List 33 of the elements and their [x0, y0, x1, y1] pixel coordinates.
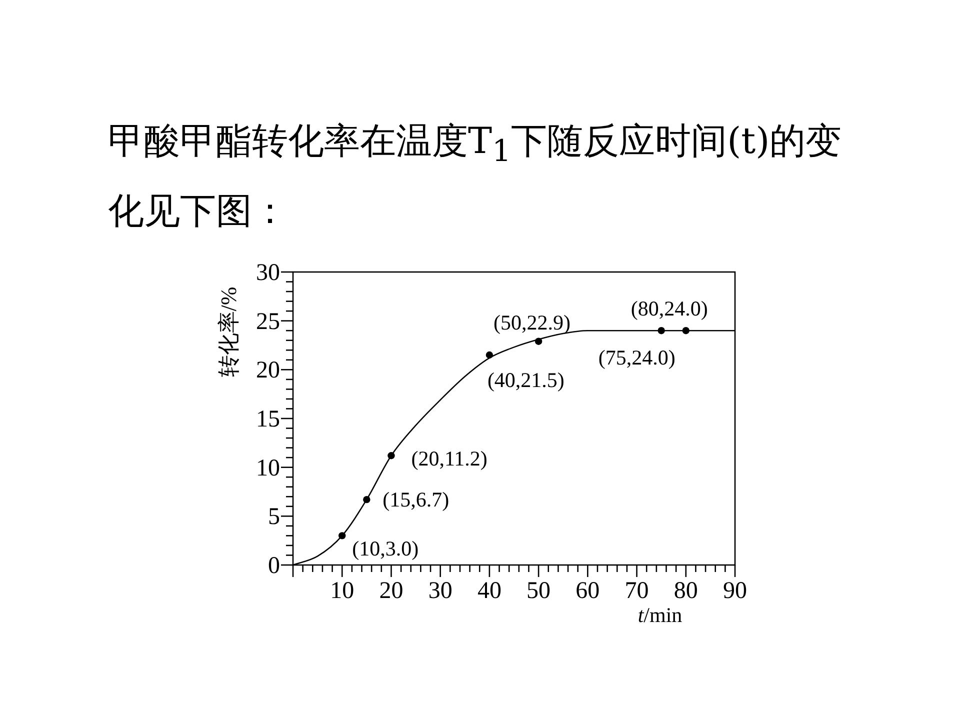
x-axis-title: t/min: [638, 603, 683, 627]
point: [363, 496, 370, 504]
x-tick-label: 50: [526, 578, 551, 604]
y-tick-label: 10: [256, 455, 280, 482]
point: [338, 532, 346, 540]
point: [388, 452, 395, 460]
point: [658, 327, 665, 334]
y-tick-label: 0: [268, 553, 280, 579]
point: [534, 338, 542, 345]
x-tick-label: 60: [576, 578, 600, 604]
x-tick-label: 90: [723, 578, 747, 604]
point: [486, 351, 494, 359]
annotation: (20,11.2): [411, 446, 488, 471]
y-tick-label: 30: [256, 260, 280, 286]
y-tick-label: 15: [256, 406, 280, 432]
x-tick-label: 80: [674, 578, 698, 604]
y-axis-title: 转化率/%: [216, 286, 241, 378]
x-tick-label: 40: [477, 578, 502, 604]
y-tick-label: 5: [268, 504, 280, 530]
annotation: (15,6.7): [382, 488, 450, 512]
annotation: (80,24.0): [630, 296, 708, 321]
annotation: (50,22.9): [494, 310, 571, 334]
x-tick-label: 20: [379, 578, 404, 604]
y-tick-label: 20: [256, 358, 280, 384]
annotation: (10,3.0): [352, 536, 419, 561]
x-tick-label: 70: [624, 578, 649, 604]
annotation: (40,21.5): [487, 368, 564, 392]
x-tick-label: 30: [428, 578, 452, 604]
point: [682, 327, 690, 334]
y-tick-label: 25: [256, 308, 280, 335]
x-tick-label: 10: [330, 578, 354, 604]
title: 甲酸甲酯转化率在温度T$_{1}$下随反应时间(t)的变化见下图：: [108, 120, 843, 234]
annotation: (75,24.0): [598, 346, 676, 370]
